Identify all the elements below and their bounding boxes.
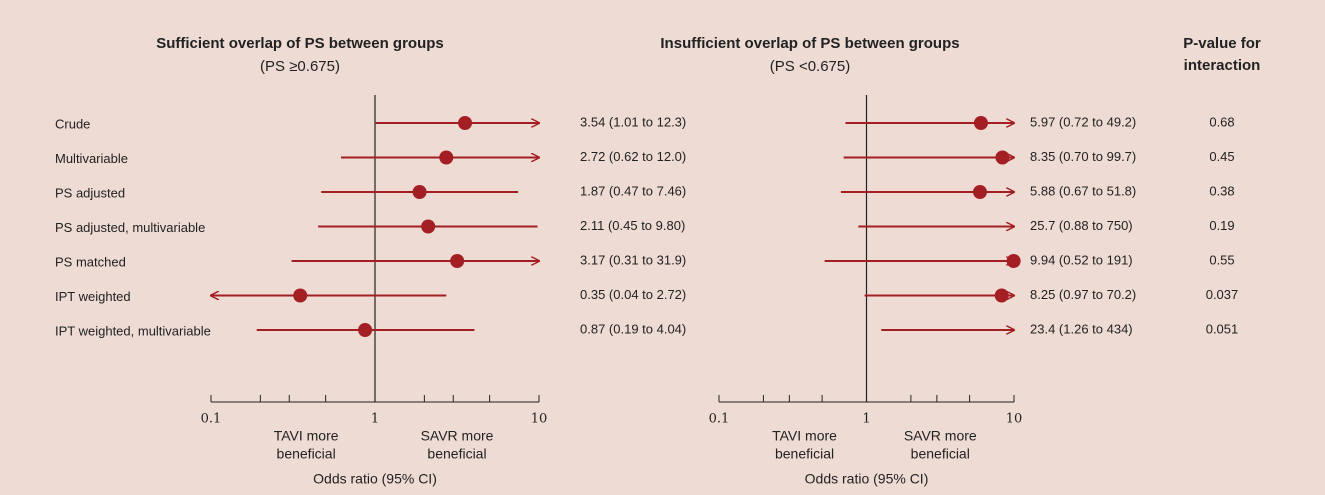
point-estimate [995, 150, 1010, 165]
p-value: 0.19 [1209, 218, 1234, 233]
x-tick-label: 1 [371, 412, 379, 427]
panel-title: Insufficient overlap of PS between group… [660, 35, 959, 52]
annotation: SAVR more [421, 428, 494, 444]
point-estimate [972, 185, 987, 199]
annotation: beneficial [277, 446, 336, 462]
estimate-label: 5.88 (0.67 to 51.8) [1030, 183, 1136, 198]
p-value: 0.45 [1209, 149, 1234, 164]
estimate-label: 2.72 (0.62 to 12.0) [580, 149, 686, 164]
point-estimate [458, 116, 473, 130]
row-label: Multivariable [55, 151, 128, 166]
annotation: beneficial [911, 446, 970, 462]
estimate-label: 3.17 (0.31 to 31.9) [580, 252, 686, 267]
estimate-label: 1.87 (0.47 to 7.46) [580, 183, 686, 198]
panel-title: Sufficient overlap of PS between groups [156, 35, 444, 52]
p-value-title: interaction [1184, 57, 1261, 74]
point-estimate [412, 185, 427, 199]
x-tick-label: 0.1 [709, 412, 730, 427]
estimate-label: 5.97 (0.72 to 49.2) [1030, 114, 1136, 129]
x-axis-label: Odds ratio (95% CI) [805, 471, 929, 487]
row-label: PS matched [55, 254, 126, 269]
annotation: beneficial [775, 446, 834, 462]
point-estimate [973, 116, 988, 130]
plot-area [211, 116, 539, 337]
estimate-label: 0.35 (0.04 to 2.72) [580, 287, 686, 302]
panel-subtitle: (PS <0.675) [770, 58, 850, 75]
x-tick-label: 10 [531, 412, 548, 427]
estimate-label: 25.7 (0.88 to 750) [1030, 218, 1133, 233]
p-value: 0.55 [1209, 252, 1234, 267]
plot-area [824, 116, 1021, 337]
estimate-label: 8.25 (0.97 to 70.2) [1030, 287, 1136, 302]
x-tick-label: 10 [1006, 412, 1023, 427]
row-label: PS adjusted, multivariable [55, 220, 205, 235]
p-value-title: P-value for [1183, 35, 1261, 52]
estimate-label: 0.87 (0.19 to 4.04) [580, 321, 686, 336]
point-estimate [358, 323, 373, 337]
point-estimate [1006, 254, 1021, 268]
estimate-label: 2.11 (0.45 to 9.80) [580, 218, 685, 233]
annotation: SAVR more [904, 428, 977, 444]
x-tick-label: 1 [862, 412, 870, 427]
panel-subtitle: (PS ≥0.675) [260, 58, 340, 75]
point-estimate [450, 254, 465, 268]
point-estimate [994, 288, 1009, 303]
p-value: 0.051 [1206, 321, 1239, 336]
x-axis-label: Odds ratio (95% CI) [313, 471, 437, 487]
row-label: PS adjusted [55, 185, 125, 200]
x-tick-label: 0.1 [201, 412, 222, 427]
p-value: 0.037 [1206, 287, 1239, 302]
row-label: IPT weighted, multivariable [55, 323, 211, 338]
point-estimate [439, 150, 454, 165]
point-estimate [421, 219, 436, 234]
annotation: TAVI more [772, 428, 837, 444]
p-value: 0.68 [1209, 114, 1234, 129]
estimate-label: 8.35 (0.70 to 99.7) [1030, 149, 1136, 164]
row-label: Crude [55, 116, 90, 131]
estimate-label: 23.4 (1.26 to 434) [1030, 321, 1133, 336]
annotation: beneficial [427, 446, 486, 462]
annotation: TAVI more [274, 428, 339, 444]
row-label: IPT weighted [55, 289, 131, 304]
p-value: 0.38 [1209, 183, 1234, 198]
point-estimate [293, 288, 308, 303]
estimate-label: 3.54 (1.01 to 12.3) [580, 114, 686, 129]
estimate-label: 9.94 (0.52 to 191) [1030, 252, 1133, 267]
